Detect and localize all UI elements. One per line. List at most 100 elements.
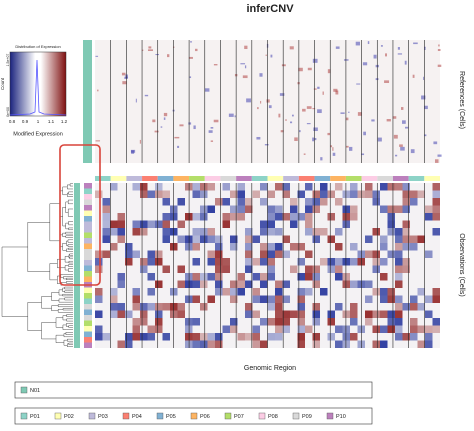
- observation-cell: [95, 295, 103, 303]
- observation-cell: [425, 340, 433, 348]
- observation-cell: [200, 303, 208, 311]
- reference-cell: [210, 140, 214, 142]
- observation-cell: [350, 213, 358, 221]
- observation-cell: [102, 250, 110, 258]
- observation-cell: [342, 310, 350, 318]
- observation-cell: [342, 340, 350, 348]
- color-key-x-tick: 0.9: [22, 119, 29, 124]
- observation-cell: [297, 303, 305, 311]
- observation-cell: [215, 273, 223, 281]
- observation-cell: [327, 333, 335, 341]
- observation-cell: [222, 265, 230, 273]
- observation-cell: [290, 220, 298, 228]
- observation-cell: [200, 213, 208, 221]
- reference-cell: [260, 100, 262, 104]
- observation-cell: [185, 318, 193, 326]
- group-annotation: [84, 271, 92, 277]
- observation-cell: [320, 190, 328, 198]
- observation-cell: [335, 258, 343, 266]
- group-annotation: [84, 309, 92, 315]
- observation-cell: [395, 303, 403, 311]
- reference-cell: [195, 48, 198, 52]
- observation-cell: [147, 250, 155, 258]
- reference-cell: [384, 80, 390, 83]
- observation-cell: [252, 325, 260, 333]
- observation-cell: [117, 303, 125, 311]
- observation-cell: [132, 228, 140, 236]
- observation-cell: [192, 243, 200, 251]
- group-annotation: [84, 337, 92, 343]
- observation-cell: [342, 213, 350, 221]
- observation-cell: [252, 295, 260, 303]
- observation-cell: [230, 243, 238, 251]
- observation-cell: [387, 318, 395, 326]
- observation-cell: [192, 228, 200, 236]
- observation-legend-box: [14, 407, 373, 425]
- observation-cell: [185, 273, 193, 281]
- observation-cell: [192, 183, 200, 191]
- reference-cell: [402, 120, 406, 124]
- observation-cell: [380, 258, 388, 266]
- observation-cell: [402, 190, 410, 198]
- observation-cell: [147, 325, 155, 333]
- reference-cell: [424, 134, 427, 137]
- observation-cell: [110, 183, 118, 191]
- observation-cell: [147, 303, 155, 311]
- observation-cell: [260, 340, 268, 348]
- observation-cell: [305, 228, 313, 236]
- observation-cell: [425, 295, 433, 303]
- observation-cell: [297, 310, 305, 318]
- observation-cell: [380, 295, 388, 303]
- observation-cell: [410, 333, 418, 341]
- observation-cell: [252, 310, 260, 318]
- observation-cell: [192, 340, 200, 348]
- observation-cell: [410, 325, 418, 333]
- observation-cell: [297, 333, 305, 341]
- observation-cell: [395, 295, 403, 303]
- reference-cell: [306, 106, 312, 109]
- observation-cell: [312, 310, 320, 318]
- observation-cell: [312, 265, 320, 273]
- observation-cell: [267, 265, 275, 273]
- observation-cell: [410, 318, 418, 326]
- observation-cell: [132, 333, 140, 341]
- group-annotation: [84, 238, 92, 244]
- reference-cell: [208, 130, 213, 133]
- observation-cell: [305, 265, 313, 273]
- observation-cell: [125, 258, 133, 266]
- observation-cell: [147, 288, 155, 296]
- observation-cell: [350, 258, 358, 266]
- observation-cell: [432, 228, 440, 236]
- observation-cell: [365, 295, 373, 303]
- group-annotation: [84, 199, 92, 205]
- observation-cell: [275, 310, 283, 318]
- observation-cell: [222, 213, 230, 221]
- observations-label: Observations (Cells): [458, 233, 465, 296]
- observation-cell: [342, 325, 350, 333]
- color-key: Distribution of Expression Modified Expr…: [0, 44, 67, 137]
- observation-cell: [207, 205, 215, 213]
- chromosome-strip: [267, 176, 284, 181]
- observation-cell: [282, 325, 290, 333]
- observation-cell: [380, 273, 388, 281]
- reference-cell: [433, 141, 438, 145]
- reference-cell: [393, 134, 398, 139]
- observation-cell: [162, 333, 170, 341]
- reference-cell: [278, 113, 281, 118]
- observation-cell: [260, 198, 268, 206]
- group-annotation: [84, 293, 92, 299]
- observation-cell: [395, 183, 403, 191]
- observation-cell: [110, 303, 118, 311]
- observation-cell: [395, 265, 403, 273]
- chromosome-strip: [189, 176, 205, 181]
- reference-cell: [299, 130, 301, 133]
- observation-cell: [312, 340, 320, 348]
- color-key-x-tick: 1.2: [61, 119, 68, 124]
- observation-cell: [140, 258, 148, 266]
- observation-cell: [185, 340, 193, 348]
- reference-cell: [291, 114, 294, 117]
- observation-cell: [402, 303, 410, 311]
- reference-cell: [188, 56, 193, 59]
- observation-cell: [417, 288, 425, 296]
- legend-label: P10: [336, 414, 346, 420]
